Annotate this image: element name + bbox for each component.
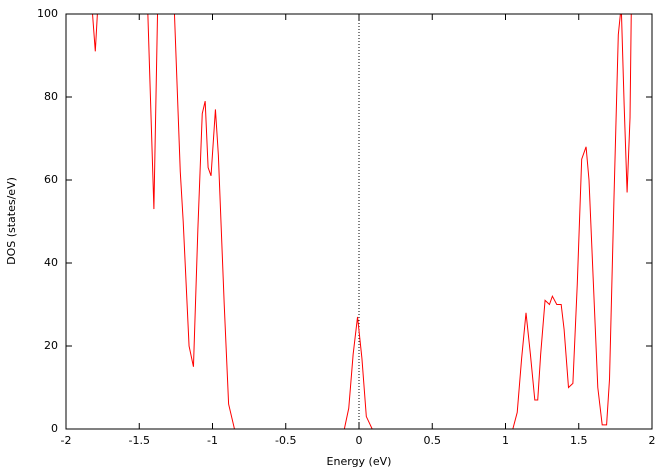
x-tick-label: 0.5 [424, 434, 442, 447]
y-tick-label: 80 [44, 90, 58, 103]
y-tick-label: 40 [44, 256, 58, 269]
x-tick-label: 0 [356, 434, 363, 447]
x-tick-label: -0.5 [275, 434, 296, 447]
x-tick-label: -1 [207, 434, 218, 447]
x-tick-label: -2 [61, 434, 72, 447]
x-tick-label: 1 [502, 434, 509, 447]
x-tick-label: -1.5 [129, 434, 150, 447]
plot-frame [65, 13, 653, 430]
y-tick-label: 0 [51, 422, 58, 435]
y-tick-label: 60 [44, 173, 58, 186]
x-tick-label: 1.5 [570, 434, 588, 447]
y-tick-label: 100 [37, 7, 58, 20]
x-tick-label: 2 [649, 434, 656, 447]
dos-line [92, 14, 632, 429]
y-tick-label: 20 [44, 339, 58, 352]
y-axis-label: DOS (states/eV) [5, 177, 18, 265]
x-axis-label: Energy (eV) [327, 455, 392, 468]
